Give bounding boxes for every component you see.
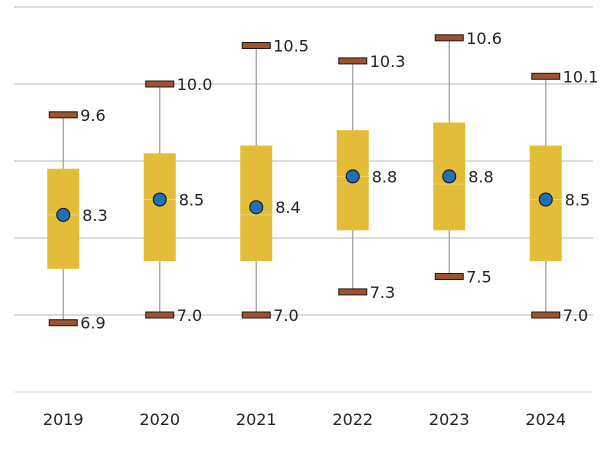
mean-dot: [152, 192, 167, 207]
x-tick-label: 2019: [43, 410, 84, 429]
max-cap: [338, 57, 368, 65]
x-tick-label: 2024: [525, 410, 566, 429]
x-axis-tick-labels: 2019 2020 2021 2022 2023 2024: [43, 410, 566, 429]
min-cap: [48, 319, 78, 327]
box-group-2021: 10.5 7.0 8.4: [240, 37, 309, 325]
mean-label: 8.8: [372, 167, 397, 186]
min-label: 7.0: [177, 306, 202, 325]
min-label: 7.5: [466, 268, 491, 287]
x-tick-label: 2022: [332, 410, 373, 429]
mean-label: 8.4: [275, 198, 300, 217]
mean-label: 8.8: [468, 167, 493, 186]
box: [143, 153, 176, 262]
min-label: 7.3: [370, 283, 395, 302]
x-tick-label: 2020: [139, 410, 180, 429]
x-tick-label: 2023: [429, 410, 470, 429]
mean-dot: [345, 169, 360, 184]
mean-dot: [442, 169, 457, 184]
box-group-2024: 10.1 7.0 8.5: [529, 67, 599, 325]
box-group-2020: 10.0 7.0 8.5: [143, 75, 213, 325]
gridlines: [14, 6, 593, 393]
min-cap: [241, 311, 271, 319]
max-label: 10.6: [466, 29, 502, 48]
max-cap: [145, 80, 175, 88]
min-cap: [338, 288, 368, 296]
min-label: 7.0: [563, 306, 588, 325]
max-cap: [241, 42, 271, 49]
min-label: 7.0: [273, 306, 298, 325]
max-label: 9.6: [80, 106, 105, 125]
max-cap: [531, 72, 561, 80]
max-label: 10.3: [370, 52, 406, 71]
mean-dot: [56, 207, 71, 222]
min-cap: [531, 311, 561, 319]
boxes: 9.66.98.310.07.08.510.57.08.410.37.38.81…: [47, 29, 598, 333]
x-tick-label: 2021: [236, 410, 277, 429]
box-group-2023: 10.6 7.5 8.8: [433, 29, 502, 287]
mean-dot: [249, 200, 264, 215]
box-group-2022: 10.3 7.3 8.8: [336, 52, 406, 302]
max-label: 10.0: [177, 75, 213, 94]
max-label: 10.5: [273, 37, 309, 56]
max-label: 10.1: [563, 67, 599, 86]
max-cap: [434, 34, 464, 42]
min-cap: [434, 273, 464, 280]
min-label: 6.9: [80, 314, 105, 333]
max-cap: [48, 111, 78, 119]
box-group-2019: 9.6 6.9 8.3: [47, 106, 108, 333]
mean-label: 8.5: [179, 191, 204, 210]
min-cap: [145, 311, 175, 319]
mean-dot: [538, 192, 553, 207]
mean-label: 8.5: [565, 191, 590, 210]
mean-label: 8.3: [82, 206, 107, 225]
